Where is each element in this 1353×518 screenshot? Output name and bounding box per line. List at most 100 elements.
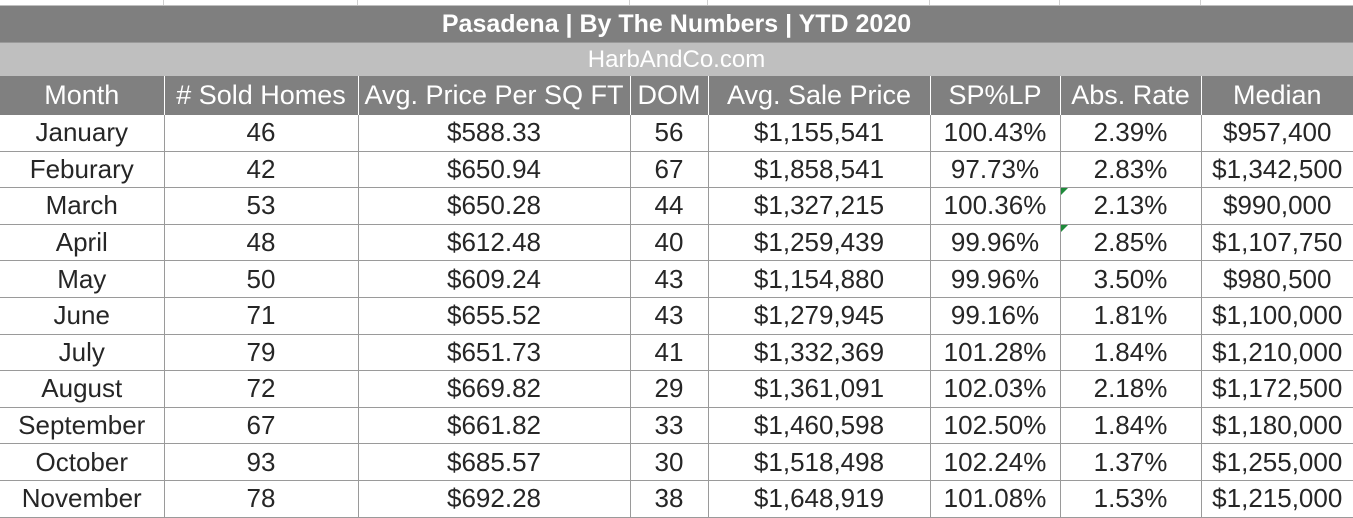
cell-price-per-sqft[interactable]: $655.52 bbox=[358, 297, 631, 335]
header-price-per-sqft[interactable]: Avg. Price Per SQ FT bbox=[358, 76, 631, 115]
cell-dom[interactable]: 29 bbox=[630, 370, 709, 408]
cell-price-per-sqft[interactable]: $669.82 bbox=[358, 370, 631, 408]
cell-month[interactable]: November bbox=[0, 480, 165, 518]
cell-sp-lp[interactable]: 99.96% bbox=[930, 260, 1061, 298]
cell-abs-rate[interactable]: 1.37% bbox=[1060, 443, 1202, 481]
cell-abs-rate[interactable]: 1.53% bbox=[1060, 480, 1202, 518]
header-avg-sale-price[interactable]: Avg. Sale Price bbox=[708, 76, 931, 115]
cell-sold-homes[interactable]: 42 bbox=[164, 151, 359, 189]
cell-sold-homes[interactable]: 53 bbox=[164, 187, 359, 225]
cell-sold-homes[interactable]: 72 bbox=[164, 370, 359, 408]
cell-dom[interactable]: 33 bbox=[630, 407, 709, 445]
cell-sold-homes[interactable]: 48 bbox=[164, 224, 359, 262]
cell-price-per-sqft[interactable]: $650.28 bbox=[358, 187, 631, 225]
cell-sold-homes[interactable]: 71 bbox=[164, 297, 359, 335]
cell-dom[interactable]: 43 bbox=[630, 260, 709, 298]
comment-marker-icon[interactable] bbox=[1060, 188, 1068, 196]
cell-avg-sale-price[interactable]: $1,460,598 bbox=[708, 407, 931, 445]
cell-abs-rate[interactable]: 2.39% bbox=[1060, 115, 1202, 152]
cell-price-per-sqft[interactable]: $650.94 bbox=[358, 151, 631, 189]
cell-month[interactable]: April bbox=[0, 224, 165, 262]
cell-median[interactable]: $990,000 bbox=[1201, 187, 1353, 225]
cell-price-per-sqft[interactable]: $661.82 bbox=[358, 407, 631, 445]
cell-avg-sale-price[interactable]: $1,155,541 bbox=[708, 115, 931, 152]
cell-median[interactable]: $1,255,000 bbox=[1201, 443, 1353, 481]
comment-marker-icon[interactable] bbox=[1060, 224, 1068, 232]
header-dom[interactable]: DOM bbox=[630, 76, 709, 115]
cell-abs-rate[interactable]: 2.85% bbox=[1060, 224, 1202, 262]
cell-avg-sale-price[interactable]: $1,154,880 bbox=[708, 260, 931, 298]
header-sp-lp[interactable]: SP%LP bbox=[930, 76, 1061, 115]
cell-median[interactable]: $980,500 bbox=[1201, 260, 1353, 298]
cell-sp-lp[interactable]: 102.24% bbox=[930, 443, 1061, 481]
cell-month[interactable]: Feburary bbox=[0, 151, 165, 189]
cell-month[interactable]: October bbox=[0, 443, 165, 481]
cell-month[interactable]: May bbox=[0, 260, 165, 298]
cell-price-per-sqft[interactable]: $612.48 bbox=[358, 224, 631, 262]
cell-price-per-sqft[interactable]: $651.73 bbox=[358, 334, 631, 372]
cell-price-per-sqft[interactable]: $692.28 bbox=[358, 480, 631, 518]
cell-avg-sale-price[interactable]: $1,259,439 bbox=[708, 224, 931, 262]
cell-sp-lp[interactable]: 102.50% bbox=[930, 407, 1061, 445]
cell-price-per-sqft[interactable]: $588.33 bbox=[358, 115, 631, 152]
cell-median[interactable]: $1,107,750 bbox=[1201, 224, 1353, 262]
cell-abs-rate[interactable]: 1.84% bbox=[1060, 407, 1202, 445]
cell-sold-homes[interactable]: 67 bbox=[164, 407, 359, 445]
cell-month[interactable]: January bbox=[0, 115, 165, 152]
cell-sold-homes[interactable]: 79 bbox=[164, 334, 359, 372]
cell-price-per-sqft[interactable]: $609.24 bbox=[358, 260, 631, 298]
cell-abs-rate[interactable]: 1.81% bbox=[1060, 297, 1202, 335]
cell-median[interactable]: $1,215,000 bbox=[1201, 480, 1353, 518]
cell-sold-homes[interactable]: 46 bbox=[164, 115, 359, 152]
cell-sp-lp[interactable]: 97.73% bbox=[930, 151, 1061, 189]
cell-avg-sale-price[interactable]: $1,361,091 bbox=[708, 370, 931, 408]
cell-avg-sale-price[interactable]: $1,332,369 bbox=[708, 334, 931, 372]
table-row: Feburary 42 $650.94 67 $1,858,541 97.73% 2.83%… bbox=[0, 151, 1353, 189]
cell-sp-lp[interactable]: 99.96% bbox=[930, 224, 1061, 262]
cell-median[interactable]: $1,342,500 bbox=[1201, 151, 1353, 189]
cell-abs-rate[interactable]: 2.13% bbox=[1060, 187, 1202, 225]
cell-dom[interactable]: 67 bbox=[630, 151, 709, 189]
cell-sold-homes[interactable]: 78 bbox=[164, 480, 359, 518]
cell-dom[interactable]: 40 bbox=[630, 224, 709, 262]
cell-sp-lp[interactable]: 100.36% bbox=[930, 187, 1061, 225]
cell-month[interactable]: March bbox=[0, 187, 165, 225]
cell-median[interactable]: $1,180,000 bbox=[1201, 407, 1353, 445]
cell-sp-lp[interactable]: 100.43% bbox=[930, 115, 1061, 152]
cell-sold-homes[interactable]: 93 bbox=[164, 443, 359, 481]
cell-abs-rate[interactable]: 2.83% bbox=[1060, 151, 1202, 189]
cell-median[interactable]: $957,400 bbox=[1201, 115, 1353, 152]
cell-dom[interactable]: 56 bbox=[630, 115, 709, 152]
header-month[interactable]: Month bbox=[0, 76, 165, 115]
cell-avg-sale-price[interactable]: $1,648,919 bbox=[708, 480, 931, 518]
cell-dom[interactable]: 43 bbox=[630, 297, 709, 335]
cell-avg-sale-price[interactable]: $1,518,498 bbox=[708, 443, 931, 481]
cell-abs-rate[interactable]: 1.84% bbox=[1060, 334, 1202, 372]
cell-sp-lp[interactable]: 101.28% bbox=[930, 334, 1061, 372]
header-abs-rate[interactable]: Abs. Rate bbox=[1060, 76, 1202, 115]
cell-dom[interactable]: 41 bbox=[630, 334, 709, 372]
cell-sp-lp[interactable]: 99.16% bbox=[930, 297, 1061, 335]
cell-abs-rate[interactable]: 3.50% bbox=[1060, 260, 1202, 298]
cell-month[interactable]: July bbox=[0, 334, 165, 372]
cell-median[interactable]: $1,100,000 bbox=[1201, 297, 1353, 335]
header-median[interactable]: Median bbox=[1201, 76, 1353, 115]
cell-dom[interactable]: 44 bbox=[630, 187, 709, 225]
cell-avg-sale-price[interactable]: $1,327,215 bbox=[708, 187, 931, 225]
cell-sold-homes[interactable]: 50 bbox=[164, 260, 359, 298]
cell-abs-rate[interactable]: 2.18% bbox=[1060, 370, 1202, 408]
cell-month[interactable]: June bbox=[0, 297, 165, 335]
cell-month[interactable]: August bbox=[0, 370, 165, 408]
cell-price-per-sqft[interactable]: $685.57 bbox=[358, 443, 631, 481]
cell-dom[interactable]: 38 bbox=[630, 480, 709, 518]
cell-month[interactable]: September bbox=[0, 407, 165, 445]
cell-sp-lp[interactable]: 102.03% bbox=[930, 370, 1061, 408]
cell-median[interactable]: $1,210,000 bbox=[1201, 334, 1353, 372]
header-sold-homes[interactable]: # Sold Homes bbox=[164, 76, 359, 115]
cell-avg-sale-price[interactable]: $1,279,945 bbox=[708, 297, 931, 335]
cell-avg-sale-price[interactable]: $1,858,541 bbox=[708, 151, 931, 189]
cell-dom[interactable]: 30 bbox=[630, 443, 709, 481]
cell-median[interactable]: $1,172,500 bbox=[1201, 370, 1353, 408]
cell-sp-lp[interactable]: 101.08% bbox=[930, 480, 1061, 518]
